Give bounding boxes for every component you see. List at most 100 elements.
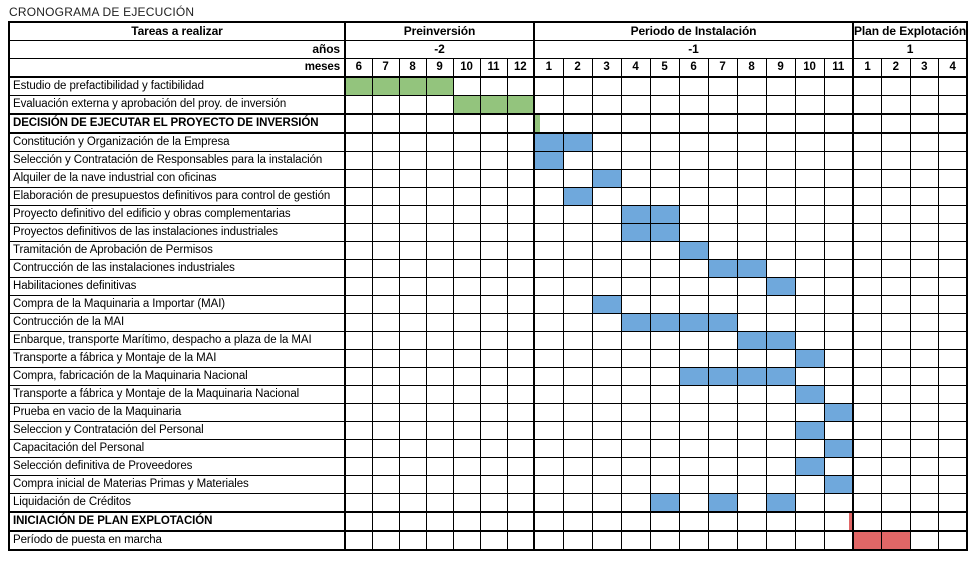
- gantt-cell[interactable]: [344, 421, 373, 440]
- gantt-cell[interactable]: [506, 331, 535, 350]
- gantt-cell[interactable]: [707, 439, 738, 458]
- gantt-cell[interactable]: [591, 530, 622, 551]
- gantt-cell[interactable]: [533, 259, 564, 278]
- gantt-cell[interactable]: [425, 95, 454, 115]
- gantt-cell[interactable]: [452, 187, 481, 206]
- gantt-cell[interactable]: [533, 349, 564, 368]
- gantt-bar-cell[interactable]: [398, 76, 427, 96]
- month-header-cell[interactable]: 11: [823, 58, 854, 78]
- gantt-cell[interactable]: [736, 475, 767, 494]
- task-label-cell[interactable]: Prueba en vacio de la Maquinaria: [8, 403, 346, 422]
- gantt-cell[interactable]: [620, 169, 651, 188]
- gantt-cell[interactable]: [938, 169, 968, 188]
- gantt-cell[interactable]: [425, 295, 454, 314]
- gantt-cell[interactable]: [562, 313, 593, 332]
- gantt-cell[interactable]: [678, 205, 709, 224]
- gantt-cell[interactable]: [736, 457, 767, 476]
- gantt-cell[interactable]: [371, 151, 400, 170]
- month-header-cell[interactable]: 7: [371, 58, 400, 78]
- gantt-cell[interactable]: [533, 403, 564, 422]
- gantt-cell[interactable]: [620, 113, 651, 134]
- gantt-bar-cell[interactable]: [736, 367, 767, 386]
- month-header-cell[interactable]: 4: [620, 58, 651, 78]
- gantt-cell[interactable]: [852, 385, 883, 404]
- gantt-cell[interactable]: [823, 76, 854, 96]
- gantt-cell[interactable]: [506, 349, 535, 368]
- gantt-cell[interactable]: [881, 187, 911, 206]
- gantt-cell[interactable]: [707, 403, 738, 422]
- gantt-cell[interactable]: [707, 295, 738, 314]
- gantt-cell[interactable]: [398, 475, 427, 494]
- gantt-cell[interactable]: [398, 259, 427, 278]
- gantt-cell[interactable]: [425, 457, 454, 476]
- month-header-cell[interactable]: 11: [479, 58, 508, 78]
- gantt-cell[interactable]: [398, 241, 427, 260]
- gantt-cell[interactable]: [591, 349, 622, 368]
- gantt-cell[interactable]: [852, 403, 883, 422]
- gantt-cell[interactable]: [452, 169, 481, 188]
- gantt-bar-cell[interactable]: [533, 151, 564, 170]
- gantt-cell[interactable]: [452, 205, 481, 224]
- gantt-cell[interactable]: [398, 385, 427, 404]
- gantt-cell[interactable]: [881, 313, 911, 332]
- gantt-cell[interactable]: [533, 511, 564, 532]
- gantt-cell[interactable]: [620, 439, 651, 458]
- gantt-cell[interactable]: [765, 205, 796, 224]
- gantt-cell[interactable]: [794, 132, 825, 152]
- gantt-cell[interactable]: [506, 313, 535, 332]
- gantt-cell[interactable]: [649, 95, 680, 115]
- gantt-cell[interactable]: [506, 169, 535, 188]
- month-header-cell[interactable]: 3: [909, 58, 940, 78]
- gantt-bar-cell[interactable]: [736, 259, 767, 278]
- gantt-bar-cell[interactable]: [506, 95, 535, 115]
- gantt-cell[interactable]: [938, 403, 968, 422]
- gantt-cell[interactable]: [909, 277, 940, 296]
- gantt-cell[interactable]: [533, 385, 564, 404]
- gantt-cell[interactable]: [649, 113, 680, 134]
- gantt-cell[interactable]: [765, 187, 796, 206]
- task-label-cell[interactable]: Contrucción de la MAI: [8, 313, 346, 332]
- gantt-cell[interactable]: [344, 259, 373, 278]
- gantt-bar-cell[interactable]: [678, 313, 709, 332]
- gantt-cell[interactable]: [562, 457, 593, 476]
- gantt-bar-cell[interactable]: [794, 385, 825, 404]
- gantt-cell[interactable]: [852, 295, 883, 314]
- month-header-cell[interactable]: 9: [425, 58, 454, 78]
- task-label-cell[interactable]: Seleccion y Contratación del Personal: [8, 421, 346, 440]
- gantt-cell[interactable]: [452, 439, 481, 458]
- gantt-cell[interactable]: [938, 331, 968, 350]
- gantt-cell[interactable]: [794, 187, 825, 206]
- gantt-cell[interactable]: [649, 187, 680, 206]
- gantt-cell[interactable]: [938, 421, 968, 440]
- gantt-cell[interactable]: [678, 169, 709, 188]
- gantt-cell[interactable]: [371, 439, 400, 458]
- gantt-cell[interactable]: [344, 457, 373, 476]
- gantt-cell[interactable]: [479, 530, 508, 551]
- gantt-cell[interactable]: [398, 169, 427, 188]
- gantt-cell[interactable]: [371, 457, 400, 476]
- gantt-bar-cell[interactable]: [794, 457, 825, 476]
- gantt-cell[interactable]: [425, 385, 454, 404]
- gantt-cell[interactable]: [823, 349, 854, 368]
- gantt-bar-cell[interactable]: [591, 295, 622, 314]
- gantt-cell[interactable]: [852, 76, 883, 96]
- gantt-cell[interactable]: [823, 313, 854, 332]
- task-label-cell[interactable]: Constitución y Organización de la Empres…: [8, 132, 346, 152]
- years-label-cell[interactable]: años: [8, 40, 346, 59]
- gantt-cell[interactable]: [881, 76, 911, 96]
- gantt-cell[interactable]: [371, 403, 400, 422]
- gantt-bar-cell[interactable]: [425, 76, 454, 96]
- gantt-cell[interactable]: [452, 151, 481, 170]
- gantt-cell[interactable]: [707, 169, 738, 188]
- task-label-cell[interactable]: Liquidación de Créditos: [8, 493, 346, 513]
- gantt-cell[interactable]: [591, 113, 622, 134]
- gantt-cell[interactable]: [794, 475, 825, 494]
- task-label-cell[interactable]: Selección y Contratación de Responsables…: [8, 151, 346, 170]
- gantt-cell[interactable]: [909, 313, 940, 332]
- gantt-cell[interactable]: [344, 295, 373, 314]
- gantt-cell[interactable]: [591, 187, 622, 206]
- gantt-cell[interactable]: [707, 475, 738, 494]
- gantt-cell[interactable]: [794, 241, 825, 260]
- gantt-cell[interactable]: [620, 367, 651, 386]
- gantt-cell[interactable]: [678, 331, 709, 350]
